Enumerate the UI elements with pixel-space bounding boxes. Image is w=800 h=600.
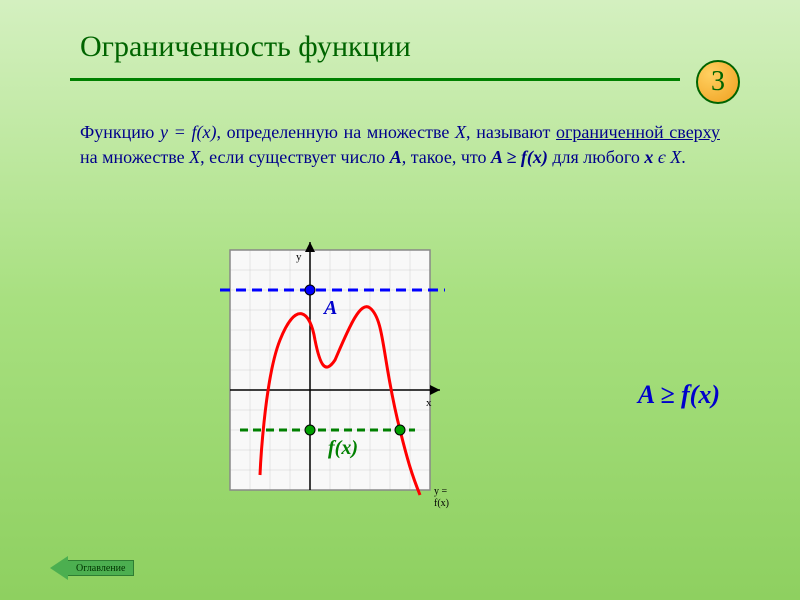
arrow-left-icon: [50, 556, 68, 580]
svg-text:f(x): f(x): [328, 437, 358, 459]
svg-text:y: y: [296, 251, 302, 263]
chart-svg: xyAf(x)y =f(x): [200, 230, 460, 530]
svg-text:A: A: [322, 297, 337, 319]
svg-text:y =: y =: [434, 486, 448, 497]
definition-text: Функцию y = f(x), определенную на множес…: [80, 120, 720, 170]
toc-label: Оглавление: [68, 560, 134, 576]
page-title: Ограниченность функции: [80, 30, 411, 64]
function-chart: xyAf(x)y =f(x): [200, 230, 460, 530]
svg-text:f(x): f(x): [434, 498, 449, 509]
svg-text:x: x: [426, 397, 432, 409]
slide-number-badge: 3: [696, 60, 740, 104]
inequality-formula: A ≥ f(x): [638, 380, 720, 410]
toc-button[interactable]: Оглавление: [50, 556, 134, 580]
title-underline: [70, 78, 680, 81]
slide: Ограниченность функции 3 Функцию y = f(x…: [0, 0, 800, 600]
